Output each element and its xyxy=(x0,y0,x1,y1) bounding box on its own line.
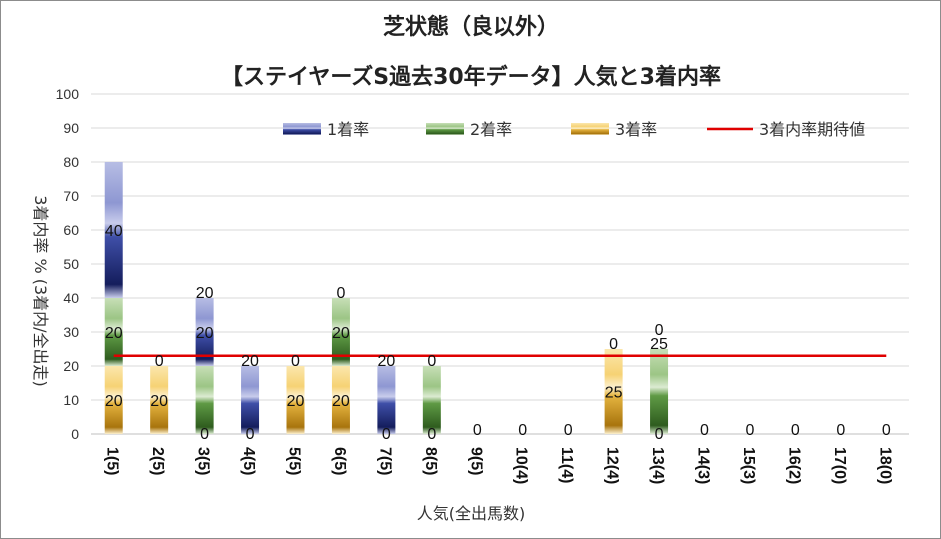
data-label: 0 xyxy=(836,422,845,439)
bar-segment xyxy=(104,162,123,298)
data-label: 0 xyxy=(473,422,482,439)
x-tick-label: 9(5) xyxy=(467,447,484,475)
data-label: 0 xyxy=(200,426,209,443)
data-label: 0 xyxy=(382,426,391,443)
x-tick-label: 16(2) xyxy=(785,447,802,484)
bar-segment xyxy=(331,298,350,366)
x-tick-label: 3(5) xyxy=(195,447,212,475)
x-tick-label: 4(5) xyxy=(240,447,257,475)
data-label: 0 xyxy=(427,353,436,370)
data-label: 0 xyxy=(155,353,164,370)
data-label: 20 xyxy=(105,325,123,342)
y-axis-label: 3着内率 % (3着内/全出走) xyxy=(31,195,50,387)
chart-subtitle: 【ステイヤーズS過去30年データ】人気と3着内率 xyxy=(221,64,721,90)
data-label: 0 xyxy=(655,426,664,443)
y-tick-label: 90 xyxy=(63,120,79,136)
bar-segment xyxy=(241,366,260,434)
data-label: 0 xyxy=(791,422,800,439)
data-label: 25 xyxy=(605,385,623,402)
legend-swatch xyxy=(426,123,464,135)
legend: 1着率 2着率 3着率 3着内率期待値 xyxy=(283,120,865,139)
x-tick-label: 12(4) xyxy=(604,447,621,484)
bar-segment xyxy=(195,298,214,366)
x-tick-labels: 1(5) 2(5) 3(5) 4(5) 5(5) 6(5) 7(5) 8(5) 9(5) 10(4… xyxy=(104,447,894,484)
y-tick-label: 0 xyxy=(71,426,79,442)
y-tick-label: 50 xyxy=(63,256,79,272)
data-label: 0 xyxy=(700,422,709,439)
x-tick-label: 7(5) xyxy=(376,447,393,475)
x-tick-label: 2(5) xyxy=(149,447,166,475)
bar-segment xyxy=(150,366,169,434)
y-tick-label: 20 xyxy=(63,358,79,374)
data-label: 20 xyxy=(105,393,123,410)
data-label: 0 xyxy=(655,322,664,339)
data-label: 20 xyxy=(241,353,259,370)
data-label: 0 xyxy=(745,422,754,439)
data-label: 25 xyxy=(650,336,668,353)
x-tick-label: 11(4) xyxy=(558,447,575,483)
data-label: 0 xyxy=(564,422,573,439)
legend-swatch xyxy=(283,123,321,135)
y-tick-label: 10 xyxy=(63,392,79,408)
bar-segment xyxy=(377,366,396,434)
bars xyxy=(104,162,669,434)
data-label: 0 xyxy=(246,426,255,443)
bar-segment xyxy=(331,366,350,434)
x-tick-label: 18(0) xyxy=(876,447,893,484)
bar-segment xyxy=(422,366,441,434)
data-label: 0 xyxy=(291,353,300,370)
bar-segment xyxy=(286,366,305,434)
y-tick-label: 40 xyxy=(63,290,79,306)
y-tick-label: 30 xyxy=(63,324,79,340)
data-label: 20 xyxy=(287,393,305,410)
legend-label: 3着率 xyxy=(615,120,657,139)
legend-swatch xyxy=(571,123,609,135)
y-tick-label: 70 xyxy=(63,188,79,204)
bar-segment xyxy=(104,298,123,366)
gridlines: 0 10 20 30 40 50 60 70 80 90 100 xyxy=(56,86,909,442)
bar-segment xyxy=(650,349,669,434)
data-label: 20 xyxy=(196,325,214,342)
data-label: 20 xyxy=(150,393,168,410)
x-axis-label: 人気(全出馬数) xyxy=(417,504,526,523)
data-label: 0 xyxy=(518,422,527,439)
bar-segment xyxy=(195,366,214,434)
data-label: 0 xyxy=(427,426,436,443)
bar-segment xyxy=(604,349,623,434)
x-tick-label: 15(3) xyxy=(740,447,757,484)
data-label: 0 xyxy=(336,285,345,302)
y-tick-label: 100 xyxy=(56,86,80,102)
data-label: 20 xyxy=(332,325,350,342)
legend-label: 2着率 xyxy=(470,120,512,139)
legend-label: 1着率 xyxy=(327,120,369,139)
data-label: 20 xyxy=(377,353,395,370)
data-label: 20 xyxy=(196,285,214,302)
x-tick-label: 5(5) xyxy=(286,447,303,475)
bar-segment xyxy=(104,366,123,434)
data-label: 40 xyxy=(105,223,123,240)
x-tick-label: 14(3) xyxy=(695,447,712,484)
data-label: 20 xyxy=(332,393,350,410)
legend-label: 3着内率期待値 xyxy=(759,120,865,139)
x-tick-label: 8(5) xyxy=(422,447,439,475)
y-tick-label: 80 xyxy=(63,154,79,170)
x-tick-label: 1(5) xyxy=(104,447,121,475)
y-tick-label: 60 xyxy=(63,222,79,238)
x-tick-label: 13(4) xyxy=(649,447,666,484)
x-tick-label: 10(4) xyxy=(513,447,530,484)
x-tick-label: 17(0) xyxy=(831,447,848,484)
data-label: 0 xyxy=(609,336,618,353)
chart-title: 芝状態（良以外） xyxy=(383,14,559,40)
x-tick-label: 6(5) xyxy=(331,447,348,475)
data-label: 0 xyxy=(882,422,891,439)
